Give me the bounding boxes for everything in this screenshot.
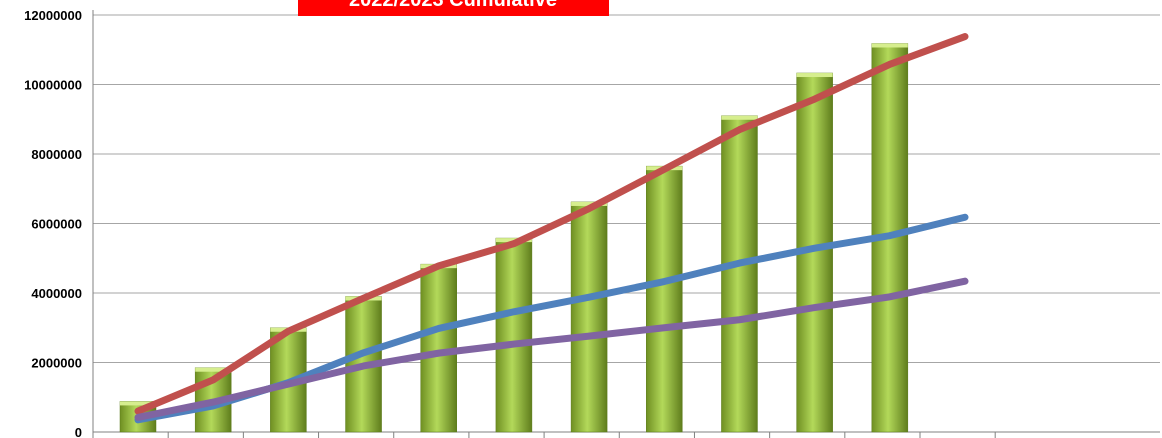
chart-title-background <box>298 0 609 16</box>
y-tick-label: 4000000 <box>31 286 82 301</box>
bar-series <box>119 43 909 433</box>
y-tick-label: 2000000 <box>31 356 82 371</box>
y-tick-label: 0 <box>75 425 82 438</box>
grid <box>93 14 1160 363</box>
bar-top <box>871 43 908 48</box>
bar-top <box>120 401 156 406</box>
bar <box>495 237 533 433</box>
series-line <box>134 33 969 415</box>
bar <box>646 165 683 433</box>
y-tick-label: 12000000 <box>24 8 82 23</box>
bar-top <box>796 73 833 78</box>
y-tick-label: 10000000 <box>24 78 82 93</box>
bar-top <box>721 115 758 120</box>
bar <box>420 263 457 433</box>
bar-top <box>195 367 232 372</box>
y-tick-label: 6000000 <box>31 217 82 232</box>
line-series <box>134 33 969 424</box>
y-tick-label: 8000000 <box>31 147 82 162</box>
chart-title: 2022/2023 Cumulative <box>349 0 557 11</box>
chart-title-box: 2022/2023 Cumulative <box>298 0 609 16</box>
bar <box>570 201 608 433</box>
bar-top <box>571 201 608 206</box>
bar <box>721 115 758 433</box>
series-line <box>134 277 969 421</box>
